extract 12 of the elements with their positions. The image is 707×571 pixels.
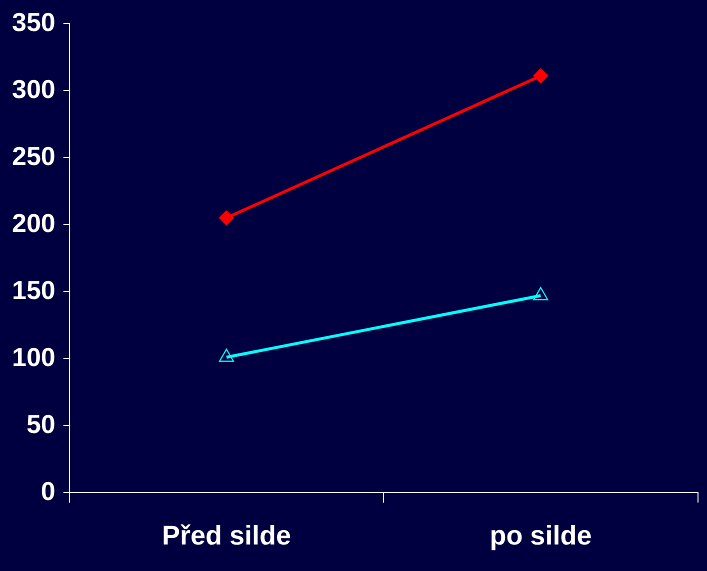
y-tick-label: 200 <box>12 208 56 238</box>
y-tick-label: 300 <box>12 74 56 104</box>
y-tick-label: 250 <box>12 140 56 171</box>
y-tick-label: 0 <box>40 476 56 506</box>
x-tick-label: po silde <box>490 520 592 550</box>
point <box>218 210 234 226</box>
x-tick-label: Před silde <box>162 520 292 550</box>
point <box>533 68 548 84</box>
y-tick-label: 100 <box>12 342 56 372</box>
y-tick-label: 350 <box>12 6 56 37</box>
y-tick-label: 150 <box>12 274 56 305</box>
y-tick-label: 50 <box>26 408 56 439</box>
